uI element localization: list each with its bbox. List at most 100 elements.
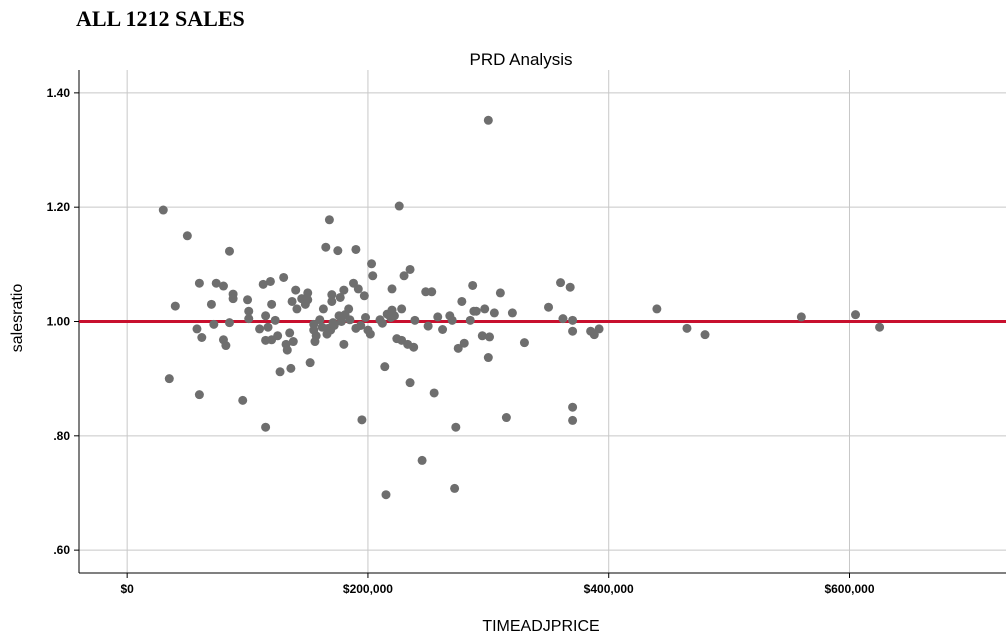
- x-tick-label: $200,000: [343, 582, 393, 596]
- data-point: [351, 244, 361, 254]
- data-point: [182, 231, 192, 241]
- data-point: [480, 304, 490, 314]
- x-tick-label: $400,000: [584, 582, 634, 596]
- data-point: [594, 324, 604, 334]
- data-point: [292, 304, 302, 314]
- data-point: [285, 328, 295, 338]
- data-point: [209, 319, 219, 329]
- data-point: [409, 342, 419, 352]
- data-point: [451, 422, 461, 432]
- data-point: [170, 301, 180, 311]
- data-point: [652, 304, 662, 314]
- data-point: [365, 329, 375, 339]
- data-point: [389, 311, 399, 321]
- data-point: [221, 341, 231, 351]
- data-point: [206, 299, 216, 309]
- data-point: [875, 322, 885, 332]
- data-point: [367, 259, 377, 269]
- data-point: [315, 315, 325, 325]
- data-point: [394, 201, 404, 211]
- y-tick-label: 1.40: [47, 86, 71, 100]
- page-heading: ALL 1212 SALES: [76, 6, 245, 31]
- data-point: [361, 312, 371, 322]
- data-point: [483, 115, 493, 125]
- data-point: [459, 338, 469, 348]
- data-point: [286, 363, 296, 373]
- data-point: [851, 310, 861, 320]
- data-point: [405, 378, 415, 388]
- data-point: [387, 284, 397, 294]
- data-point: [255, 324, 265, 334]
- data-point: [397, 304, 407, 314]
- data-point: [485, 332, 495, 342]
- data-point: [501, 413, 511, 423]
- data-point: [465, 315, 475, 325]
- data-point: [682, 323, 692, 333]
- data-point: [380, 362, 390, 372]
- data-point: [333, 246, 343, 256]
- data-point: [507, 308, 517, 318]
- data-point: [568, 326, 578, 336]
- data-point: [218, 281, 228, 291]
- data-point: [544, 302, 554, 312]
- data-point: [321, 242, 331, 252]
- data-point: [495, 288, 505, 298]
- data-point: [287, 296, 297, 306]
- data-point: [568, 315, 578, 325]
- data-point: [158, 205, 168, 215]
- data-point: [275, 367, 285, 377]
- data-point: [273, 331, 283, 341]
- data-point: [244, 306, 254, 316]
- data-point: [311, 331, 321, 341]
- data-point: [368, 271, 378, 281]
- y-tick-label: 1.00: [47, 315, 71, 329]
- data-point: [489, 308, 499, 318]
- data-point: [519, 338, 529, 348]
- data-point: [556, 278, 566, 288]
- data-point: [327, 290, 337, 300]
- data-point: [568, 402, 578, 412]
- data-point: [194, 390, 204, 400]
- data-point: [270, 315, 280, 325]
- data-point: [357, 415, 367, 425]
- data-point: [796, 312, 806, 322]
- data-point: [282, 345, 292, 355]
- data-point: [399, 271, 409, 281]
- data-point: [336, 317, 346, 326]
- data-point: [164, 374, 174, 384]
- data-point: [450, 483, 460, 493]
- data-point: [468, 280, 478, 290]
- data-point: [339, 285, 349, 295]
- data-point: [194, 278, 204, 288]
- x-axis-title: TIMEADJPRICE: [482, 618, 599, 635]
- data-point: [356, 321, 366, 331]
- data-point: [291, 285, 301, 295]
- data-point: [288, 337, 298, 347]
- data-point: [427, 287, 437, 297]
- data-point: [228, 294, 238, 304]
- data-point: [339, 339, 349, 349]
- data-point: [353, 284, 363, 294]
- data-point: [261, 422, 271, 432]
- x-tick-label: $600,000: [824, 582, 874, 596]
- data-point: [700, 330, 710, 340]
- data-point: [238, 395, 248, 405]
- data-point: [345, 315, 355, 325]
- data-point: [305, 358, 315, 368]
- data-point: [568, 415, 578, 425]
- data-point: [438, 325, 448, 335]
- data-point: [377, 318, 387, 328]
- data-point: [243, 295, 253, 305]
- data-point: [433, 312, 443, 322]
- data-point: [471, 306, 481, 316]
- data-point: [224, 318, 234, 328]
- data-point: [258, 279, 268, 289]
- y-tick-label: .80: [53, 429, 70, 443]
- data-point: [211, 278, 221, 288]
- data-point: [263, 322, 273, 332]
- x-tick-label: $0: [120, 582, 134, 596]
- data-point: [335, 292, 345, 302]
- y-tick-label: 1.20: [47, 200, 71, 214]
- data-point: [429, 388, 439, 398]
